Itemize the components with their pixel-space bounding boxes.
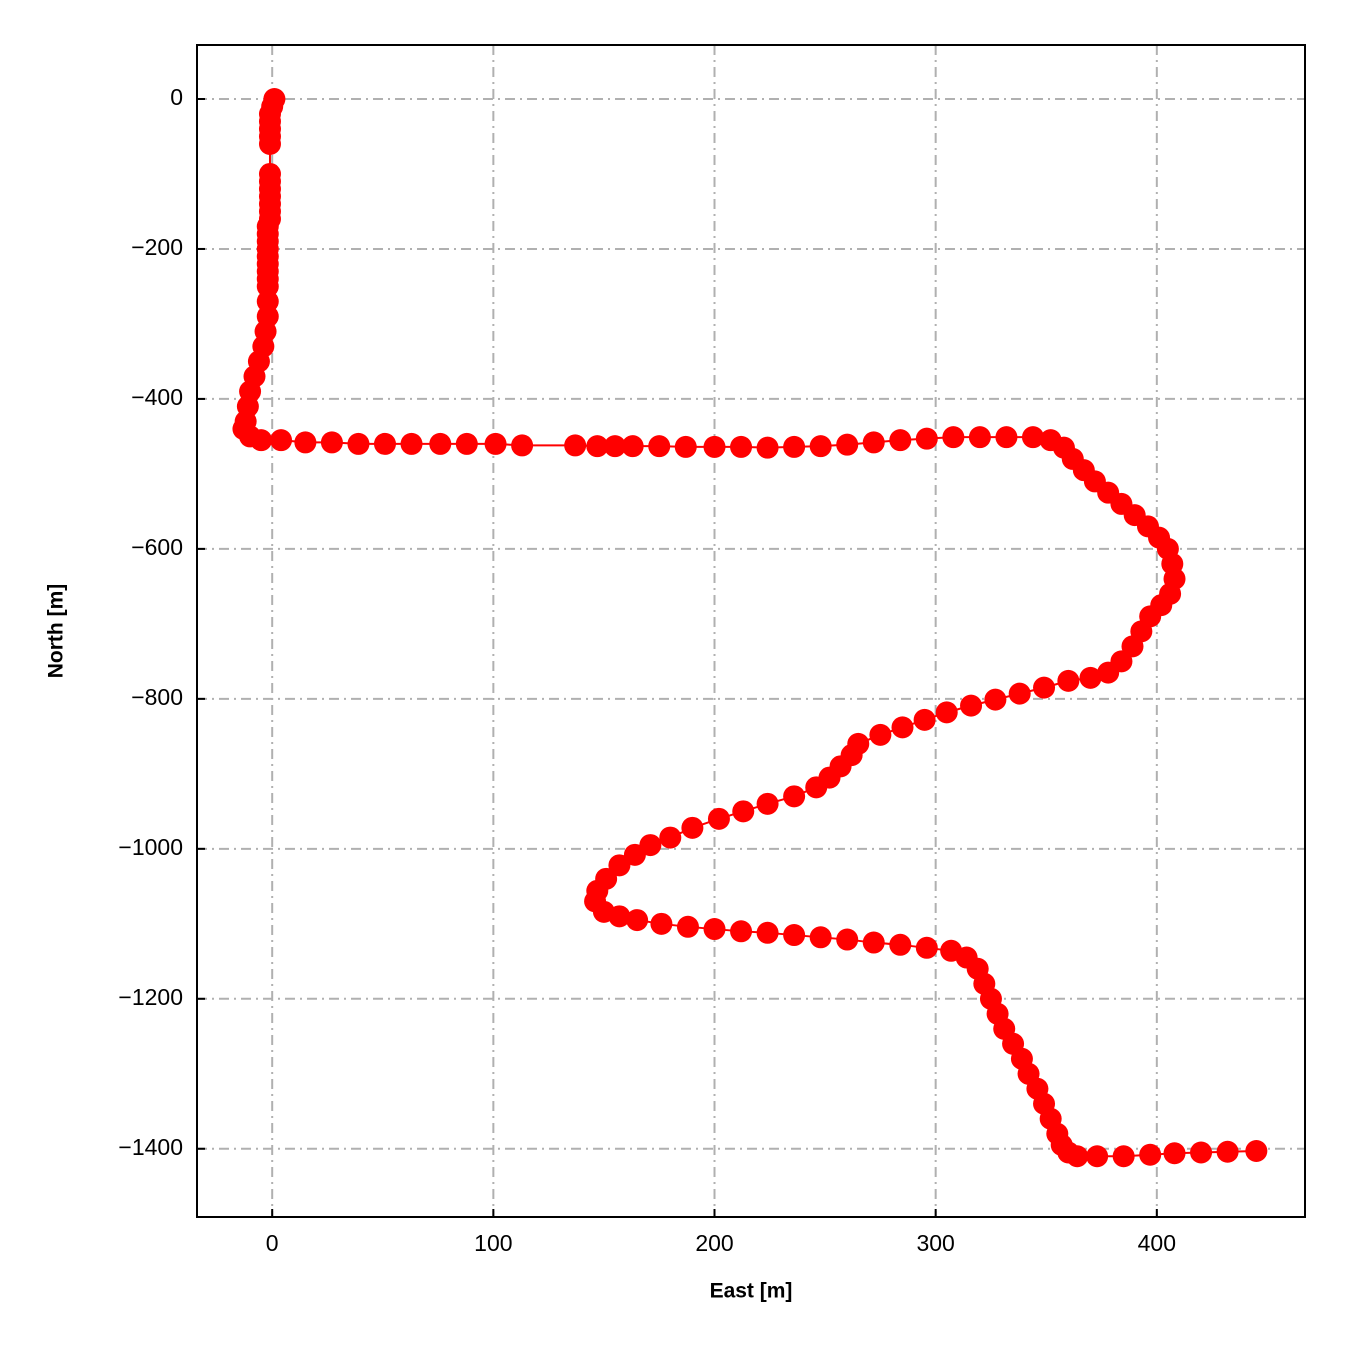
point xyxy=(455,432,478,455)
point xyxy=(1245,1140,1268,1163)
point xyxy=(373,432,396,455)
point xyxy=(756,792,779,815)
point xyxy=(586,435,609,458)
point xyxy=(730,920,753,943)
point xyxy=(621,435,644,458)
point xyxy=(915,936,938,959)
point xyxy=(889,933,912,956)
y-tick-label: −1200 xyxy=(118,984,183,1010)
point xyxy=(913,708,936,731)
point xyxy=(1139,1143,1162,1166)
point xyxy=(608,854,631,877)
point xyxy=(429,432,452,455)
point xyxy=(1057,669,1080,692)
point xyxy=(320,431,343,454)
point xyxy=(676,915,699,938)
point xyxy=(783,435,806,458)
point xyxy=(1033,676,1056,699)
point xyxy=(294,431,317,454)
point xyxy=(862,931,885,954)
point xyxy=(1216,1140,1239,1163)
point xyxy=(1086,1145,1109,1168)
x-tick-label: 0 xyxy=(266,1230,279,1256)
point xyxy=(623,843,646,866)
point xyxy=(984,688,1007,711)
point xyxy=(1121,635,1144,658)
point xyxy=(809,926,832,949)
point xyxy=(1112,1145,1135,1168)
point xyxy=(968,426,991,449)
point xyxy=(891,716,914,739)
point xyxy=(783,785,806,808)
y-tick-label: −400 xyxy=(131,384,183,410)
x-tick-label: 100 xyxy=(474,1230,512,1256)
point xyxy=(703,435,726,458)
point xyxy=(809,435,832,458)
point xyxy=(603,435,626,458)
plot-frame xyxy=(196,44,1306,1218)
y-tick-label: −1000 xyxy=(118,834,183,860)
x-tick-label: 300 xyxy=(916,1230,954,1256)
point xyxy=(1021,426,1044,449)
point xyxy=(732,800,755,823)
x-tick-label: 200 xyxy=(695,1230,733,1256)
y-tick-label: −600 xyxy=(131,534,183,560)
point xyxy=(648,435,671,458)
point xyxy=(942,426,965,449)
point xyxy=(862,431,885,454)
point xyxy=(805,776,828,799)
point xyxy=(935,701,958,724)
point xyxy=(1008,682,1031,705)
point xyxy=(564,434,587,457)
point xyxy=(250,429,273,452)
point xyxy=(626,909,649,932)
point xyxy=(995,426,1018,449)
point xyxy=(869,723,892,746)
point xyxy=(756,921,779,944)
y-tick-label: 0 xyxy=(170,84,183,110)
point xyxy=(400,432,423,455)
point xyxy=(347,432,370,455)
trajectory-line xyxy=(242,98,1257,1158)
x-tick-label: 400 xyxy=(1138,1230,1176,1256)
point xyxy=(889,429,912,452)
point xyxy=(258,132,281,155)
y-tick-label: −800 xyxy=(131,684,183,710)
point xyxy=(730,435,753,458)
point xyxy=(674,435,697,458)
point xyxy=(707,807,730,830)
y-tick-label: −200 xyxy=(131,234,183,260)
point xyxy=(1066,1145,1089,1168)
x-axis-label: East [m] xyxy=(710,1280,793,1303)
point xyxy=(836,433,859,456)
point xyxy=(1190,1141,1213,1164)
point xyxy=(650,912,673,935)
point xyxy=(915,427,938,450)
point xyxy=(511,434,534,457)
point xyxy=(608,905,631,928)
point xyxy=(783,924,806,947)
point xyxy=(270,429,293,452)
point xyxy=(1163,1142,1186,1165)
point xyxy=(756,436,779,459)
point xyxy=(703,918,726,941)
y-tick-label: −1400 xyxy=(118,1134,183,1160)
point xyxy=(1097,661,1120,684)
point xyxy=(681,816,704,839)
point xyxy=(1079,666,1102,689)
point xyxy=(836,928,859,951)
point xyxy=(659,826,682,849)
point xyxy=(484,432,507,455)
y-axis-label: North [m] xyxy=(45,584,68,678)
point xyxy=(960,694,983,717)
